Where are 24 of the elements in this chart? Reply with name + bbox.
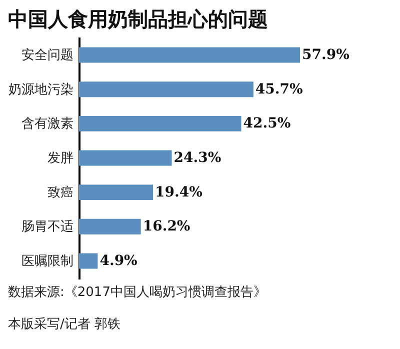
bar	[79, 184, 154, 200]
source-note: 数据来源:《2017中国人喝奶习惯调查报告》	[7, 284, 268, 301]
chart-title: 中国人食用奶制品担心的问题	[7, 6, 269, 33]
data-label: 57.9%	[302, 47, 350, 64]
bar	[79, 116, 242, 132]
bar	[79, 82, 254, 98]
bar	[79, 150, 172, 166]
y-tick-label: 安全问题	[22, 47, 74, 64]
y-tick-label: 发胖	[48, 151, 74, 166]
y-tick-label: 致癌	[48, 185, 74, 200]
bar	[79, 47, 300, 63]
text: 本版采写/记者 郭铁	[7, 316, 122, 333]
y-tick-label: 含有激素	[22, 116, 74, 132]
y-tick-label: 医嘱限制	[22, 254, 74, 269]
data-label: 45.7%	[255, 81, 303, 98]
bar	[79, 253, 98, 269]
data-label: 4.9%	[100, 252, 138, 269]
data-label: 24.3%	[174, 150, 222, 166]
data-label: 19.4%	[155, 184, 202, 200]
y-tick-label: 奶源地污染	[8, 82, 74, 98]
data-label: 42.5%	[243, 116, 291, 132]
y-tick-label: 肠胃不适	[22, 220, 74, 235]
data-label: 16.2%	[142, 218, 190, 235]
bar	[79, 218, 141, 234]
